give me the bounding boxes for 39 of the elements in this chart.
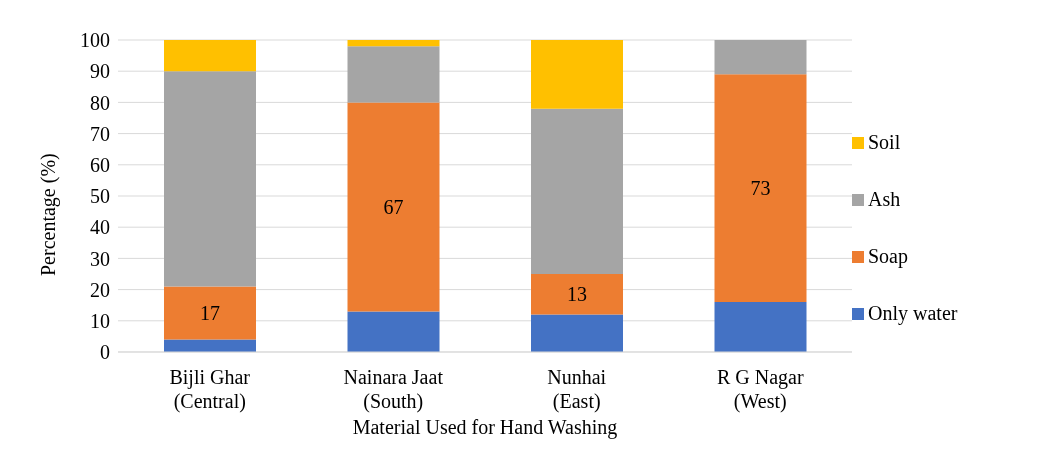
bar [347,46,440,103]
x-tick-label: R G Nagar (West) [716,366,804,413]
bar [714,74,807,303]
legend-label: Only water [868,302,958,325]
y-tick-label: 60 [90,153,110,176]
bar [531,274,623,315]
y-tick-label: 70 [90,122,110,145]
y-axis-title: Percentage (%) [37,153,61,276]
bar [714,302,807,352]
bar [347,102,440,312]
bar [531,314,623,352]
bar [347,40,440,47]
data-label: 67 [383,196,404,219]
data-label: 17 [200,302,220,325]
bar [164,71,256,287]
x-tick-label: Bijli Ghar (Central) [169,366,251,413]
bar [164,286,256,340]
x-axis-title: Material Used for Hand Washing [352,416,618,439]
legend-label: Soil [868,131,901,154]
y-tick-label: 100 [80,29,110,52]
bar [531,40,623,109]
y-tick-label: 50 [90,185,110,208]
legend-label: Ash [868,188,901,211]
y-tick-label: 20 [90,278,110,301]
x-tick-label: Nunhai (East) [547,366,607,413]
data-label: 13 [567,283,587,306]
x-tick-label: Nainara Jaat (South) [343,366,444,413]
bar [531,108,623,274]
y-tick-label: 30 [90,247,110,270]
y-tick-label: 10 [90,309,110,332]
y-tick-label: 90 [90,60,110,83]
bar [164,40,256,72]
data-label: 73 [750,177,771,200]
y-tick-label: 40 [90,216,110,239]
legend-label: Soap [868,245,908,268]
y-tick-label: 80 [90,91,110,114]
y-tick-label: 0 [100,341,110,364]
bar [714,40,807,75]
bar [347,311,440,352]
